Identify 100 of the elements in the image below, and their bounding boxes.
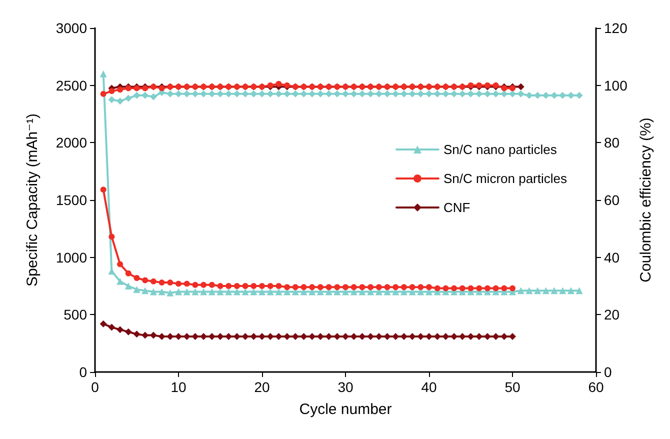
point [342,332,349,340]
point [426,90,432,98]
legend-label: CNF [443,200,470,215]
point [184,280,190,287]
point [192,332,199,340]
x-tick-label: 10 [170,379,186,395]
point [509,332,516,340]
point [350,332,358,340]
point [208,282,215,288]
point [567,92,574,99]
y-tick-label: 500 [64,306,88,323]
point [158,288,166,296]
y-tick-label: 0 [79,364,88,380]
point [167,280,174,286]
point [559,287,566,294]
point [309,284,316,290]
point [375,90,382,98]
point [217,283,224,289]
x-tick-label: 20 [254,379,270,395]
point [300,284,307,290]
point [175,90,182,98]
point [108,234,115,240]
point [166,90,174,98]
point [233,90,240,98]
x-axis-title: Cycle number [299,401,392,418]
point [292,284,298,290]
point [476,285,482,292]
point [158,280,165,286]
legend-label: Sn/C micron particles [443,171,568,186]
point [108,324,116,331]
point [250,288,258,296]
point [100,320,107,328]
point [467,332,474,340]
point [334,332,341,340]
point [400,284,407,290]
point [509,90,516,98]
point [208,288,216,296]
x-tick-label: 60 [588,379,604,395]
point [526,92,533,99]
point [108,88,115,94]
point [117,86,124,93]
point [142,287,149,294]
point [250,283,257,289]
point [233,288,240,296]
point [408,90,416,98]
point [117,261,124,268]
point [334,284,340,290]
point [284,90,291,98]
point [458,90,466,98]
point [166,289,174,296]
point [125,270,132,276]
point [158,332,166,340]
point [124,94,132,102]
point [100,70,107,78]
point [242,332,249,340]
point [242,283,248,289]
point [484,90,491,98]
point [124,328,132,336]
point [400,90,408,98]
point [526,287,533,294]
point [200,282,207,288]
point [175,332,182,340]
point [367,90,374,98]
point [166,332,174,340]
point [358,332,366,340]
point [451,285,458,292]
point [134,274,140,281]
point [259,283,265,289]
point [175,288,182,296]
y2-tick-label: 60 [604,192,620,208]
point [234,283,240,289]
point [434,90,441,98]
point [142,92,149,99]
point [183,90,190,98]
point [300,332,308,340]
point [500,90,508,98]
point [442,332,450,340]
point [242,90,249,98]
point [192,288,199,296]
point [408,332,416,340]
point [267,283,274,289]
point [358,90,366,98]
point [342,90,349,98]
point [216,332,224,340]
point [266,332,274,340]
point [576,287,583,294]
point [142,332,149,339]
point [492,285,499,292]
point [392,284,399,290]
point [225,90,232,98]
point [226,283,232,289]
point [266,90,274,98]
point [284,284,290,290]
point [183,332,190,340]
point [426,332,432,340]
point [108,96,116,104]
point [417,332,424,340]
point [434,285,440,292]
point [100,90,106,97]
point [192,282,198,288]
